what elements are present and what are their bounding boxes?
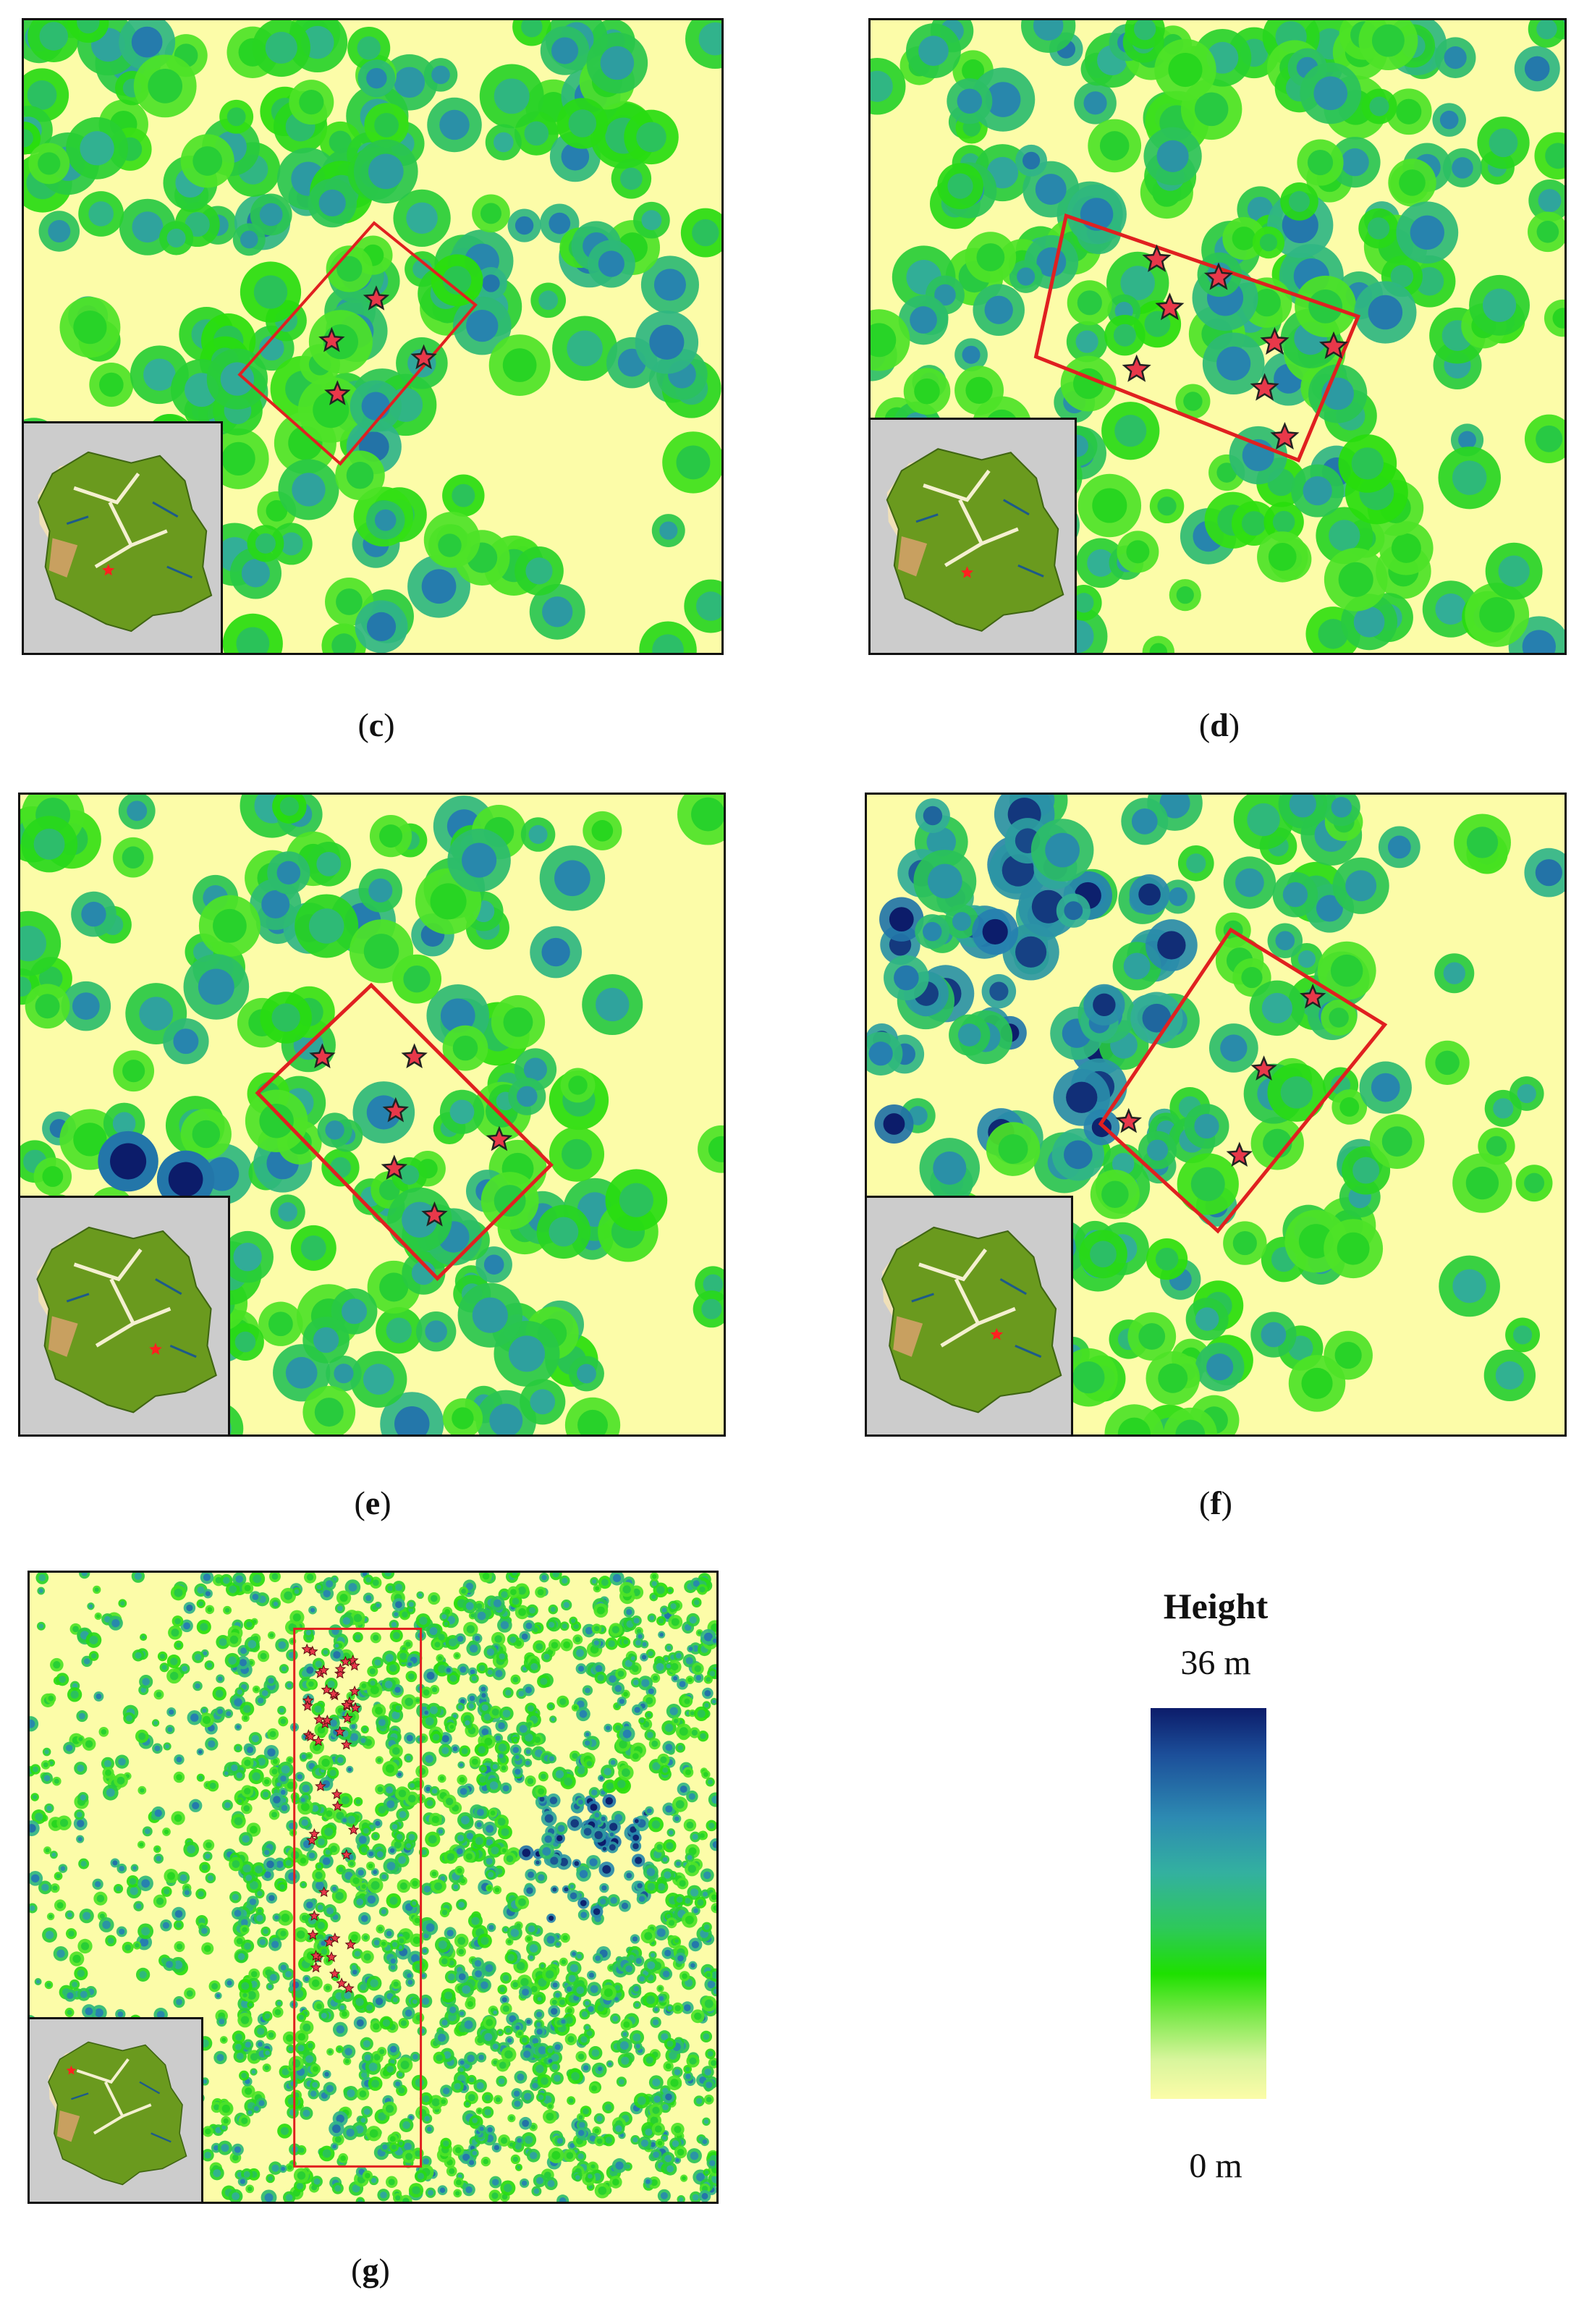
star-icon [324,380,351,405]
plot-overlay-c [237,221,478,466]
star-icon [363,285,390,310]
panel-label-c: (c) [357,706,395,743]
star-icon [313,1713,325,1725]
map-panel-e [18,793,726,1437]
locator-inset-f [867,1196,1073,1434]
star-icon [349,1660,360,1671]
star-icon [334,1668,346,1679]
locator-map-d [886,448,1064,632]
locator-map-c [37,451,213,633]
locator-map-f [881,1226,1062,1414]
legend-max-label: 36 m [1180,1644,1251,1682]
star-icon [334,1662,347,1674]
star-icon [302,1700,313,1712]
panel-label-d: (d) [1198,706,1240,743]
locator-map-e [36,1226,217,1414]
star-icon [318,1664,330,1676]
star-icon [321,1683,333,1695]
locator-inset-c [24,421,223,653]
star-icon [960,566,974,578]
star-icon [340,1848,352,1860]
star-icon [1122,354,1151,382]
star-icon [306,1834,318,1846]
star-icon [331,1788,343,1799]
star-icon [382,1096,410,1123]
star-icon [1299,983,1326,1009]
star-icon [1260,326,1290,355]
star-icon [307,1929,319,1940]
star-icon [323,1936,335,1947]
height-colorbar [1151,1708,1266,2099]
star-icon [318,326,345,352]
star-icon [1270,421,1300,450]
plot-overlay-e [255,982,554,1282]
locator-inset-g [30,2017,203,2202]
star-icon [301,1643,313,1655]
star-icon [1115,1107,1142,1133]
star-icon [331,1800,344,1812]
plot-boundary-g [293,1627,423,2168]
star-icon [347,1824,360,1835]
star-icon [328,1688,339,1699]
panel-label-f: (f) [1199,1484,1232,1521]
star-icon [1155,292,1185,321]
map-panel-g [27,1571,719,2204]
locator-inset-e [20,1196,230,1434]
star-icon [1226,1141,1253,1167]
panel-label-e: (e) [354,1484,391,1521]
star-icon [990,1327,1004,1340]
star-icon [305,1731,316,1742]
star-icon [410,344,437,370]
star-icon [349,1685,360,1696]
star-icon [350,1702,361,1713]
star-icon [308,1909,321,1921]
star-icon [339,1655,352,1667]
star-icon [344,1938,357,1950]
star-icon [310,1949,322,1961]
star-icon [401,1043,428,1068]
map-panel-c [22,18,724,655]
star-icon [318,1886,330,1898]
star-icon [102,564,115,576]
star-icon [340,1738,352,1750]
star-icon [342,1712,353,1723]
panel-label-g: (g) [351,2252,390,2289]
star-icon [421,1201,448,1227]
plot-boundary-d [1033,213,1361,463]
plot-overlay-g [293,1627,423,2168]
star-icon [1250,1055,1277,1081]
star-icon [315,1780,326,1791]
legend-min-label: 0 m [1189,2147,1242,2185]
star-icon [310,1961,322,1973]
star-icon [329,1968,341,1979]
star-icon [1203,262,1234,290]
plot-boundary-e [255,982,554,1282]
star-icon [336,1977,347,1989]
plot-overlay-d [1033,213,1361,463]
star-icon [381,1154,408,1180]
star-icon [321,1714,334,1725]
star-icon [1142,244,1172,272]
star-icon [343,1982,355,1994]
star-icon [486,1125,513,1152]
star-icon [66,2065,77,2075]
star-icon [313,1735,324,1746]
star-icon [1318,331,1349,360]
plot-overlay-f [1098,927,1388,1234]
star-icon [347,1655,359,1665]
star-icon [149,1343,162,1355]
star-icon [309,1043,336,1068]
star-icon [326,1951,337,1962]
star-icon [334,1725,346,1737]
star-icon [341,1699,352,1710]
plot-boundary-c [237,221,478,466]
legend-title: Height [1163,1586,1269,1626]
locator-map-g [48,2041,187,2186]
star-icon [1250,373,1279,401]
map-panel-d [868,18,1567,655]
locator-inset-d [871,418,1077,653]
map-panel-f [865,793,1567,1437]
plot-boundary-f [1098,927,1388,1234]
